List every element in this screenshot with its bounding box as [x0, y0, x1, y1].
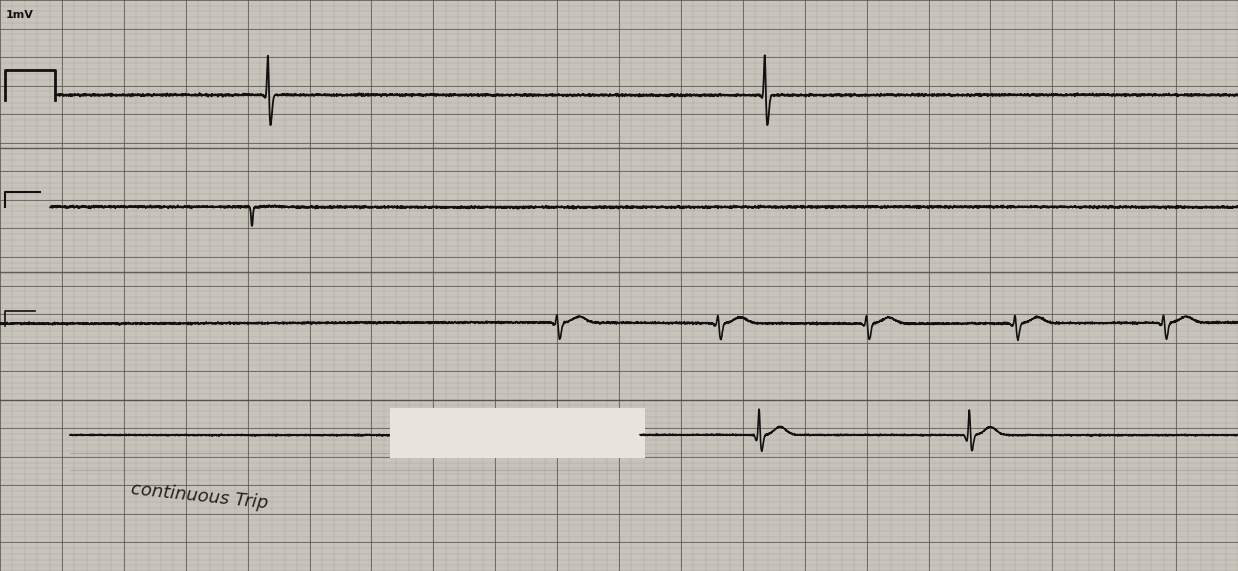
Text: 1mV: 1mV: [6, 10, 33, 20]
Bar: [390, 408, 645, 458]
Text: continuous Trip: continuous Trip: [130, 480, 269, 512]
